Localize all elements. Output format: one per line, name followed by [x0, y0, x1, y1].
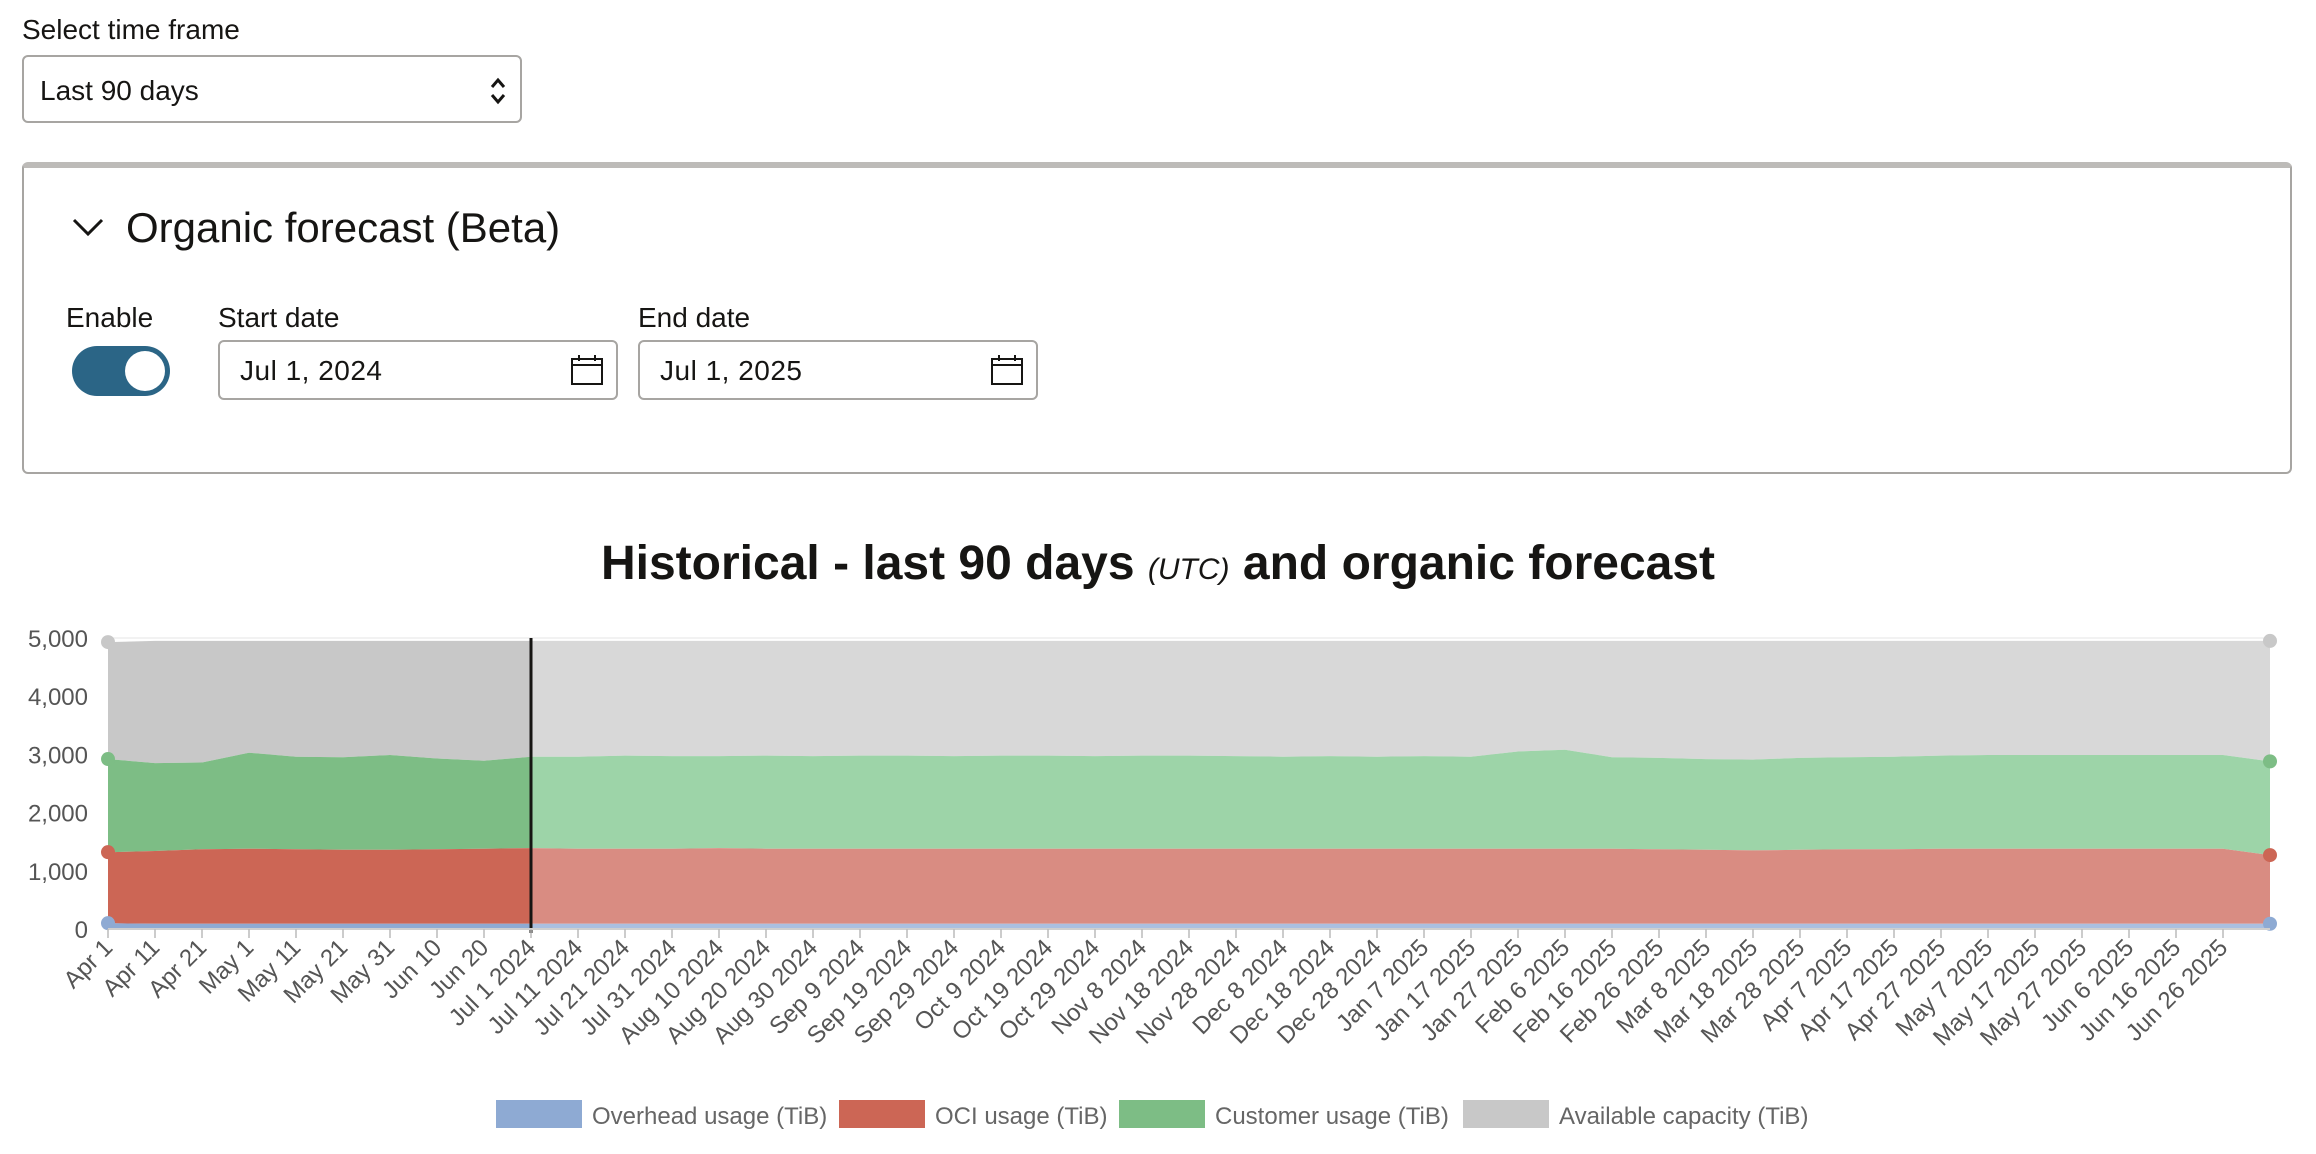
select-arrows-icon: [490, 77, 506, 105]
overhead-historical-area: [108, 923, 531, 929]
available-end-point: [2263, 633, 2277, 648]
calendar-icon[interactable]: [570, 354, 604, 386]
available-historical-area: [108, 640, 531, 764]
end-date-input[interactable]: Jul 1, 2025: [638, 340, 1038, 400]
chevron-down-icon[interactable]: [70, 208, 106, 244]
start-date-input[interactable]: Jul 1, 2024: [218, 340, 618, 400]
customer-start-point: [101, 752, 115, 767]
available-legend-swatch: [1463, 1100, 1549, 1128]
start-date-label: Start date: [218, 302, 340, 333]
timeframe-value: Last 90 days: [40, 75, 199, 106]
start-date-value: Jul 1, 2024: [240, 355, 383, 386]
y-tick-label: 1,000: [28, 859, 88, 886]
timeframe-select[interactable]: Last 90 days: [22, 55, 522, 123]
oci-start-point: [101, 845, 115, 860]
toggle-knob: [125, 351, 165, 391]
timeframe-label: Select time frame: [22, 14, 240, 45]
chart-title-utc: (UTC): [1147, 553, 1230, 586]
customer-legend-label: Customer usage (TiB): [1215, 1103, 1449, 1130]
oci-end-point: [2263, 848, 2277, 863]
end-date-value: Jul 1, 2025: [660, 355, 803, 386]
overhead-legend-swatch: [496, 1100, 582, 1128]
enable-label: Enable: [66, 302, 154, 333]
available-forecast-area: [531, 640, 2270, 762]
oci-forecast-area: [531, 848, 2270, 924]
y-tick-label: 0: [75, 917, 88, 944]
end-date-label: End date: [638, 302, 751, 333]
customer-forecast-area: [531, 749, 2270, 856]
available-start-point: [101, 635, 115, 650]
customer-historical-area: [108, 752, 531, 853]
overhead-end-point: [2263, 916, 2277, 931]
y-tick-label: 5,000: [28, 626, 88, 653]
y-tick-label: 3,000: [28, 742, 88, 769]
y-tick-label: 4,000: [28, 684, 88, 711]
overhead-legend-label: Overhead usage (TiB): [592, 1103, 827, 1130]
chart-title: Historical - last 90 days (UTC) and orga…: [0, 536, 2316, 591]
forecast-title: Organic forecast (Beta): [126, 204, 561, 251]
calendar-icon[interactable]: [990, 354, 1024, 386]
overhead-forecast-area: [531, 923, 2270, 929]
overhead-start-point: [101, 916, 115, 931]
oci-historical-area: [108, 848, 531, 924]
oci-legend-swatch: [839, 1100, 925, 1128]
forecast-panel: Organic forecast (Beta) Enable Start dat…: [22, 162, 2292, 474]
chart-title-forecast: and organic forecast: [1242, 537, 1716, 590]
enable-toggle[interactable]: [72, 346, 170, 396]
oci-legend-label: OCI usage (TiB): [935, 1103, 1108, 1130]
y-tick-label: 2,000: [28, 801, 88, 828]
customer-end-point: [2263, 754, 2277, 769]
available-legend-label: Available capacity (TiB): [1559, 1103, 1808, 1130]
customer-legend-swatch: [1119, 1100, 1205, 1128]
chart-title-main: Historical - last 90 days: [600, 537, 1135, 590]
